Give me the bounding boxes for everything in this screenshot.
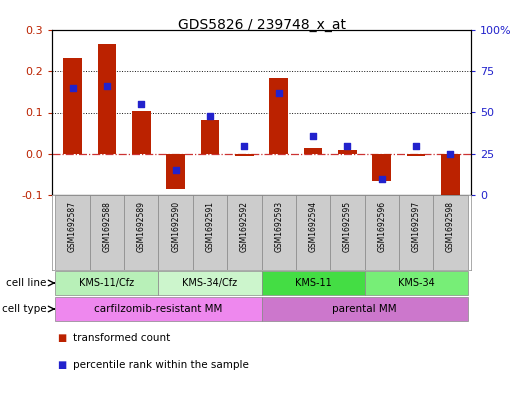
- Bar: [158, 195, 193, 270]
- Bar: [338, 151, 357, 154]
- Bar: [158, 270, 262, 296]
- Bar: [166, 154, 185, 189]
- Bar: [55, 297, 262, 321]
- Point: [103, 83, 111, 89]
- Text: parental MM: parental MM: [332, 304, 397, 314]
- Bar: [200, 120, 220, 154]
- Bar: [193, 195, 227, 270]
- Text: transformed count: transformed count: [73, 333, 170, 343]
- Text: cell type: cell type: [2, 304, 47, 314]
- Bar: [262, 297, 468, 321]
- Bar: [365, 270, 468, 296]
- Bar: [132, 111, 151, 154]
- Bar: [227, 195, 262, 270]
- Bar: [262, 195, 296, 270]
- Text: GSM1692588: GSM1692588: [103, 201, 111, 252]
- Text: GSM1692589: GSM1692589: [137, 201, 146, 252]
- Text: KMS-11: KMS-11: [294, 278, 332, 288]
- Bar: [55, 270, 158, 296]
- Point: [275, 90, 283, 96]
- Text: GDS5826 / 239748_x_at: GDS5826 / 239748_x_at: [177, 18, 346, 32]
- Bar: [124, 195, 158, 270]
- Text: cell line: cell line: [6, 278, 47, 288]
- Text: carfilzomib-resistant MM: carfilzomib-resistant MM: [94, 304, 223, 314]
- Text: GSM1692590: GSM1692590: [171, 201, 180, 252]
- Bar: [97, 44, 117, 154]
- Bar: [365, 195, 399, 270]
- Point: [343, 142, 351, 149]
- Text: KMS-34/Cfz: KMS-34/Cfz: [183, 278, 237, 288]
- Point: [446, 151, 454, 157]
- Text: GSM1692592: GSM1692592: [240, 201, 249, 252]
- Text: ■: ■: [57, 333, 66, 343]
- Bar: [433, 195, 468, 270]
- Text: GSM1692591: GSM1692591: [206, 201, 214, 252]
- Text: KMS-11/Cfz: KMS-11/Cfz: [79, 278, 134, 288]
- Bar: [330, 195, 365, 270]
- Point: [172, 167, 180, 173]
- Text: GSM1692594: GSM1692594: [309, 201, 317, 252]
- Text: KMS-34: KMS-34: [397, 278, 435, 288]
- Point: [137, 101, 145, 107]
- Bar: [262, 270, 365, 296]
- Point: [206, 113, 214, 119]
- Point: [309, 132, 317, 139]
- Text: GSM1692597: GSM1692597: [412, 201, 420, 252]
- Point: [240, 142, 248, 149]
- Point: [412, 142, 420, 149]
- Bar: [441, 154, 460, 196]
- Bar: [372, 154, 391, 180]
- Bar: [235, 154, 254, 156]
- Bar: [399, 195, 433, 270]
- Bar: [55, 195, 90, 270]
- Bar: [303, 149, 323, 154]
- Text: ■: ■: [57, 360, 66, 370]
- Point: [69, 84, 77, 91]
- Text: percentile rank within the sample: percentile rank within the sample: [73, 360, 249, 370]
- Bar: [406, 154, 426, 156]
- Text: GSM1692593: GSM1692593: [274, 201, 283, 252]
- Bar: [296, 195, 330, 270]
- Text: GSM1692596: GSM1692596: [377, 201, 386, 252]
- Point: [378, 175, 386, 182]
- Text: GSM1692598: GSM1692598: [446, 201, 455, 252]
- Bar: [63, 58, 82, 154]
- Bar: [269, 78, 288, 154]
- Bar: [90, 195, 124, 270]
- Text: GSM1692587: GSM1692587: [68, 201, 77, 252]
- Text: GSM1692595: GSM1692595: [343, 201, 352, 252]
